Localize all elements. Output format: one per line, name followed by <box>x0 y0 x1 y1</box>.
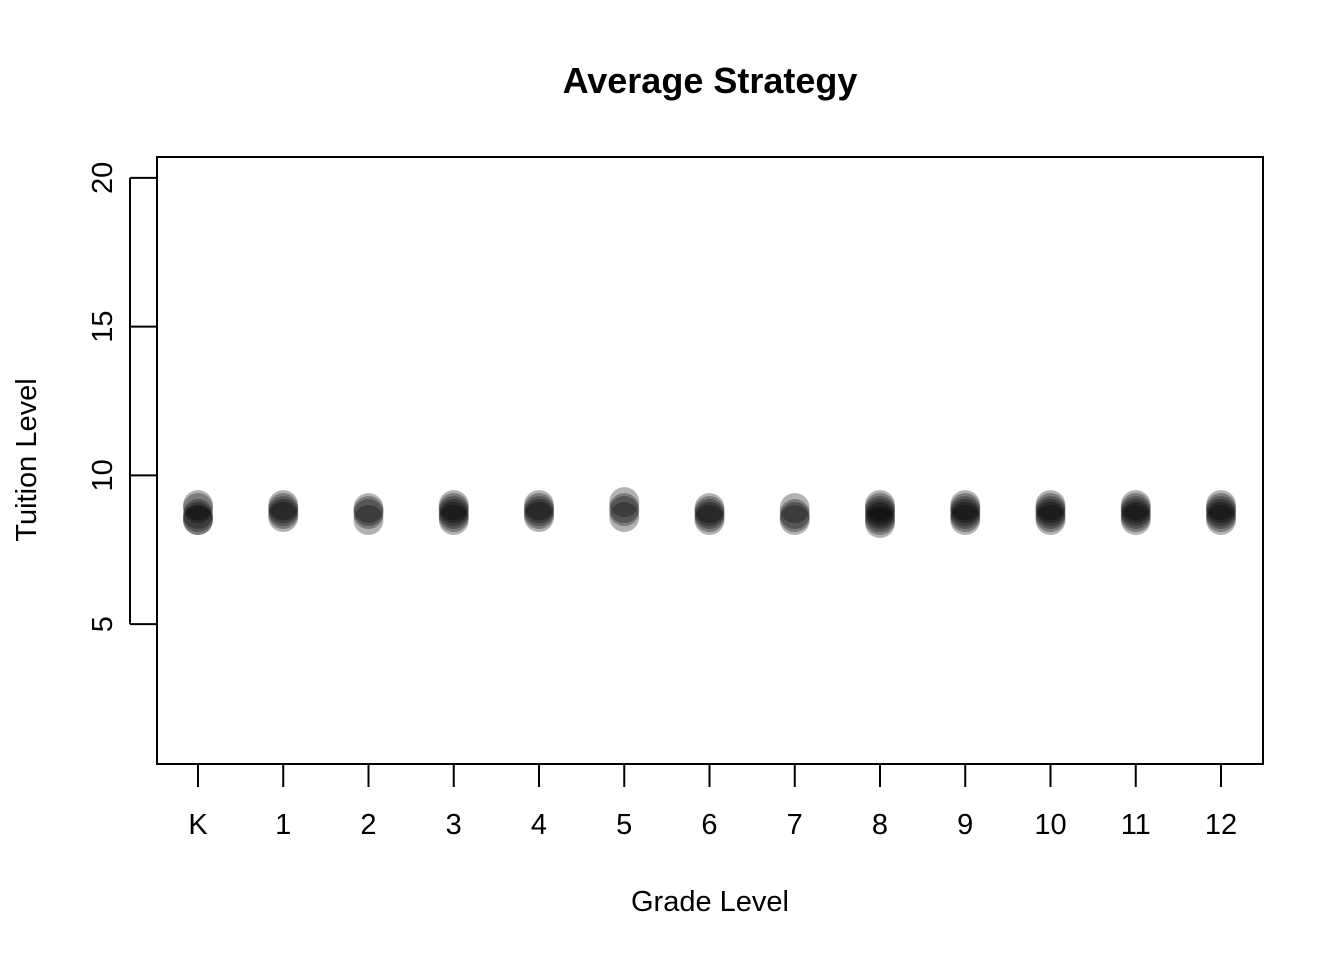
data-point <box>268 490 299 521</box>
data-point <box>1206 502 1236 533</box>
data-point <box>268 496 299 527</box>
data-point <box>1035 496 1066 527</box>
data-point <box>1206 493 1236 524</box>
data-point <box>865 502 895 533</box>
x-tick-label: 5 <box>616 809 632 841</box>
x-axis: K 1 2 3 4 5 6 7 8 9 10 11 12 <box>188 763 1237 841</box>
data-point <box>183 499 213 530</box>
data-point <box>950 505 981 536</box>
data-point <box>438 499 469 530</box>
y-tick-label: 10 <box>87 459 119 491</box>
data-point <box>950 499 981 530</box>
x-tick-label: 8 <box>872 809 888 841</box>
data-point <box>865 505 895 536</box>
data-point <box>438 505 469 536</box>
data-point <box>1120 502 1151 533</box>
data-point <box>524 496 554 527</box>
data-point <box>353 496 384 527</box>
data-point <box>1206 505 1236 536</box>
x-tick-label: 9 <box>957 809 973 841</box>
x-tick-label: 4 <box>531 809 547 841</box>
data-point <box>183 505 213 536</box>
data-point <box>1120 496 1151 527</box>
x-tick-label: K <box>188 809 208 841</box>
data-point <box>694 499 725 530</box>
data-points <box>183 487 1236 538</box>
data-point <box>1035 499 1066 530</box>
data-point <box>950 490 981 521</box>
data-point <box>1035 505 1066 536</box>
data-point <box>779 502 810 533</box>
data-point <box>438 493 469 524</box>
data-point <box>1206 499 1236 530</box>
data-point <box>694 493 725 524</box>
data-point <box>1120 505 1151 536</box>
data-point <box>865 493 895 524</box>
data-point <box>1206 490 1236 521</box>
data-point <box>438 502 469 533</box>
data-point <box>1035 490 1066 521</box>
data-point <box>353 493 384 524</box>
data-point <box>1120 490 1151 521</box>
y-tick-label: 5 <box>87 616 119 632</box>
data-point <box>353 499 384 530</box>
data-point <box>609 496 640 527</box>
data-point <box>1035 493 1066 524</box>
data-point <box>865 499 895 530</box>
y-tick-label: 20 <box>87 162 119 194</box>
data-point <box>183 505 213 536</box>
data-point <box>1206 496 1236 527</box>
data-point <box>694 505 725 536</box>
data-point <box>524 493 554 524</box>
data-point <box>183 502 213 533</box>
plot-frame <box>156 156 1264 765</box>
data-point <box>183 490 213 521</box>
chart-title: Average Strategy <box>563 60 858 101</box>
x-tick-label: 6 <box>701 809 717 841</box>
data-point <box>950 496 981 527</box>
data-point <box>438 496 469 527</box>
data-point <box>609 487 640 518</box>
x-tick-label: 2 <box>360 809 376 841</box>
data-point <box>1120 493 1151 524</box>
x-tick-label: 10 <box>1034 809 1066 841</box>
data-point <box>438 490 469 521</box>
data-point <box>1120 499 1151 530</box>
x-tick-label: 1 <box>275 809 291 841</box>
data-point <box>950 493 981 524</box>
x-axis-label: Grade Level <box>631 886 789 918</box>
data-point <box>1035 502 1066 533</box>
data-point <box>779 493 810 524</box>
data-point <box>353 505 384 536</box>
y-axis-label: Tuition Level <box>11 378 43 541</box>
data-point <box>609 493 640 524</box>
x-tick-label: 3 <box>446 809 462 841</box>
x-tick-label: 7 <box>787 809 803 841</box>
data-point <box>865 496 895 527</box>
data-point <box>524 499 554 530</box>
y-tick-label: 15 <box>87 310 119 342</box>
data-point <box>268 502 299 533</box>
data-point <box>694 496 725 527</box>
data-point <box>268 499 299 530</box>
data-point <box>183 493 213 524</box>
y-axis: 5 10 15 20 <box>87 162 157 632</box>
data-point <box>779 499 810 530</box>
data-point <box>865 507 895 538</box>
data-point <box>524 490 554 521</box>
data-point <box>694 502 725 533</box>
data-point <box>950 502 981 533</box>
data-point <box>268 493 299 524</box>
data-point <box>524 502 554 533</box>
x-tick-label: 12 <box>1205 809 1237 841</box>
data-point <box>609 502 640 533</box>
data-point <box>779 505 810 536</box>
x-tick-label: 11 <box>1121 809 1151 841</box>
data-point <box>865 490 895 521</box>
